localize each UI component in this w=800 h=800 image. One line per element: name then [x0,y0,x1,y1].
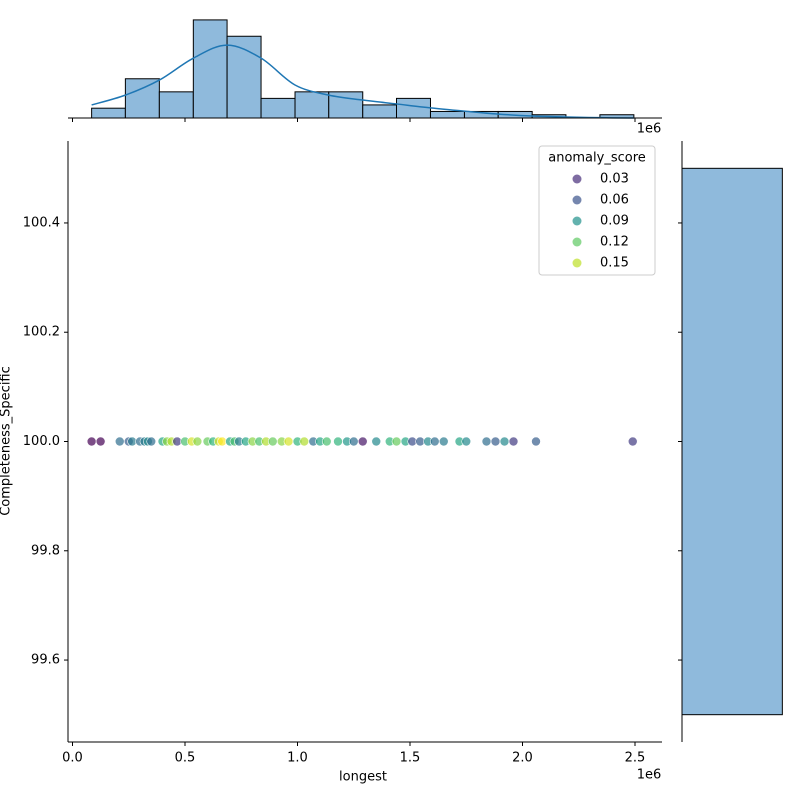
legend-marker [572,216,582,226]
scatter-point [490,436,501,447]
x-tick-label: 1.5 [400,751,421,766]
scatter-point [321,436,332,447]
legend-marker [572,258,582,268]
legend-label: 0.09 [600,214,629,229]
scatter-point [86,436,97,447]
legend-marker [572,195,582,205]
scatter-point [95,436,106,447]
scatter-point [114,436,125,447]
scatter-point [267,436,278,447]
x-tick-label: 2.0 [512,751,533,766]
scatter-point [146,436,157,447]
hist-bar [396,97,431,119]
hist-bar [192,19,228,119]
top-offset-label: 1e6 [637,122,662,137]
legend-title: anomaly_score [548,151,646,166]
scatter-point [357,436,368,447]
hist-bar [429,110,465,119]
hist-bar [124,78,160,119]
legend-marker [572,237,582,247]
scatter-point [627,436,638,447]
scatter-point [391,436,402,447]
y-tick-label: 99.8 [31,543,60,558]
hist-bar [91,107,126,119]
x-offset-label: 1e6 [637,768,662,783]
hist-bar [681,167,783,716]
hist-bar [294,91,330,119]
legend-label: 0.15 [600,256,629,271]
scatter-point [481,436,492,447]
y-tick-label: 100.0 [23,434,60,449]
legend-label: 0.03 [600,172,629,187]
y-axis-label: Completeness_Specific [0,366,14,516]
scatter-point [429,436,440,447]
x-tick-label: 0.0 [62,751,83,766]
x-tick-label: 1.0 [287,751,308,766]
legend-label: 0.12 [600,235,629,250]
scatter-point [438,436,449,447]
scatter-point [348,436,359,447]
kde-line [91,44,634,119]
x-axis-label: longest [339,770,387,785]
scatter-point [508,436,519,447]
scatter-point [333,436,343,447]
scatter-point [461,436,472,447]
scatter-point [283,436,294,447]
scatter-point [531,436,541,447]
x-tick-label: 0.5 [175,751,196,766]
legend-box [538,145,656,276]
scatter-point [499,436,510,447]
hist-bar [260,97,296,119]
scatter-point [371,436,382,447]
hist-bar [362,104,397,119]
y-tick-label: 100.4 [23,215,60,230]
x-tick-label: 2.5 [625,751,646,766]
hist-bar [158,91,194,119]
scatter-point [192,436,203,447]
legend-marker [572,174,582,184]
scatter-point [299,436,310,447]
y-tick-label: 99.6 [31,653,60,668]
y-tick-label: 100.2 [23,325,60,340]
legend-label: 0.06 [600,193,629,208]
